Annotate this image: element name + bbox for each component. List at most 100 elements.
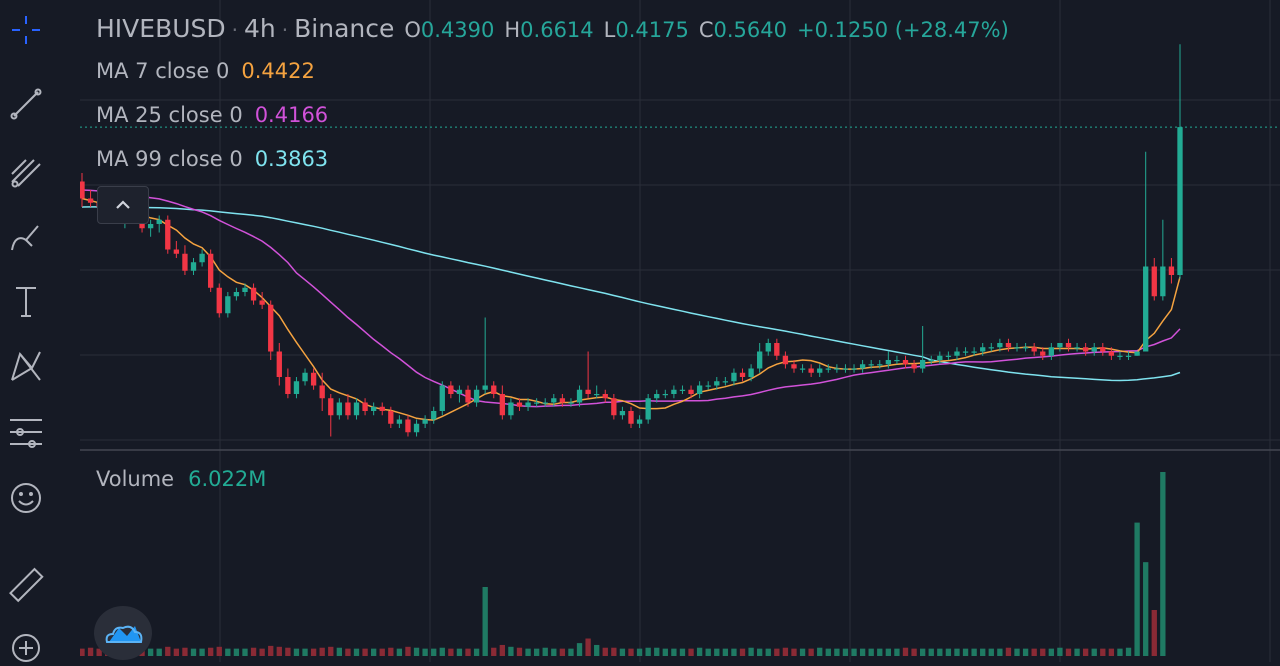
measure-icon[interactable] <box>4 412 48 452</box>
candle-body <box>542 402 548 404</box>
emoji-icon[interactable] <box>4 478 48 518</box>
candle <box>1031 343 1037 356</box>
ma99-legend[interactable]: MA 99 close 0 0.3863 <box>96 147 328 171</box>
candle <box>851 364 857 373</box>
candle-body <box>1151 266 1157 297</box>
candle <box>662 389 668 399</box>
candle <box>1048 343 1054 360</box>
volume-legend[interactable]: Volume 6.022M <box>96 467 266 491</box>
candle <box>1022 343 1029 352</box>
ma99-value: 0.3863 <box>254 147 329 171</box>
volume-bar <box>379 648 385 656</box>
candle <box>731 368 737 386</box>
volume-bar <box>782 647 789 656</box>
trend-line-icon[interactable] <box>4 84 48 124</box>
candle <box>551 394 557 407</box>
candle <box>980 343 986 356</box>
candle-body <box>259 300 265 305</box>
candle-body <box>1177 127 1183 275</box>
candle <box>276 343 282 386</box>
chevron-up-icon <box>116 200 130 209</box>
candle <box>739 368 746 382</box>
volume-bar <box>945 648 952 656</box>
ma7-legend[interactable]: MA 7 close 0 0.4422 <box>96 59 315 83</box>
candle-body <box>671 389 677 394</box>
ruler-icon[interactable] <box>4 566 48 606</box>
ma7-path <box>81 197 1181 421</box>
volume-bar <box>1082 648 1089 656</box>
volume-bar <box>1117 648 1123 656</box>
volume-bar <box>285 647 291 656</box>
interval[interactable]: 4h <box>244 14 276 43</box>
volume-bar <box>645 647 651 656</box>
collapse-legend-button[interactable] <box>97 186 149 224</box>
candle <box>310 368 317 390</box>
volume-bar <box>594 644 600 656</box>
crosshair-icon[interactable] <box>4 10 48 50</box>
text-icon[interactable] <box>4 282 48 322</box>
price-chart[interactable] <box>80 0 1280 662</box>
candle <box>696 381 703 399</box>
candle-body <box>1125 355 1132 357</box>
volume-bar <box>602 647 608 656</box>
candle-body <box>499 394 505 416</box>
candle-body <box>439 385 445 411</box>
volume-bar <box>911 648 917 656</box>
candle-body <box>791 364 797 369</box>
volume-bar <box>757 648 763 656</box>
candle <box>379 402 385 416</box>
volume-bar <box>499 644 505 656</box>
candle <box>225 292 231 318</box>
brush-icon[interactable] <box>4 218 48 258</box>
candle-body <box>722 381 729 383</box>
volume-bar <box>765 648 771 656</box>
candle-body <box>508 402 514 416</box>
candle-body <box>628 411 634 424</box>
candle <box>1143 151 1149 352</box>
volume-bar <box>516 647 523 656</box>
volume-bar <box>980 648 986 656</box>
symbol[interactable]: HIVEBUSD <box>96 14 226 43</box>
candle-body <box>1117 355 1123 357</box>
candle <box>868 360 874 369</box>
candle-body <box>705 385 711 387</box>
volume-bar <box>233 648 240 656</box>
candle <box>491 381 497 399</box>
volume-bar <box>636 648 643 656</box>
tradingview-logo-button[interactable] <box>94 606 152 660</box>
pitchfork-icon[interactable] <box>4 152 48 192</box>
ma7-value: 0.4422 <box>241 59 315 83</box>
candle-body <box>731 372 737 382</box>
candle-body <box>156 219 162 224</box>
candle-body <box>1014 347 1020 349</box>
volume-bar <box>671 648 677 656</box>
zoom-in-icon[interactable] <box>4 626 48 666</box>
candle <box>799 364 806 373</box>
candle <box>877 360 883 369</box>
candle-body <box>147 224 154 229</box>
ma25-legend[interactable]: MA 25 close 0 0.4166 <box>96 103 328 127</box>
candle-body <box>765 343 771 352</box>
volume-bar <box>456 648 463 656</box>
candle-body <box>199 253 205 263</box>
candle-body <box>250 287 257 301</box>
pattern-icon[interactable] <box>4 346 48 386</box>
volume-bar <box>619 648 626 656</box>
candle-body <box>714 381 720 386</box>
volume-bar <box>448 648 454 656</box>
candle <box>165 215 171 254</box>
candle <box>473 385 480 407</box>
candle <box>439 381 445 416</box>
candle-body <box>911 364 917 369</box>
candle <box>757 343 763 373</box>
candle <box>328 394 334 437</box>
candle <box>302 368 308 386</box>
candle-body <box>482 385 488 390</box>
candle <box>208 249 214 292</box>
candle <box>671 385 677 399</box>
candle <box>1057 343 1063 352</box>
volume-bar <box>413 647 420 656</box>
volume-bar <box>310 648 317 656</box>
volume-bar <box>954 648 960 656</box>
candle-body <box>679 389 686 391</box>
